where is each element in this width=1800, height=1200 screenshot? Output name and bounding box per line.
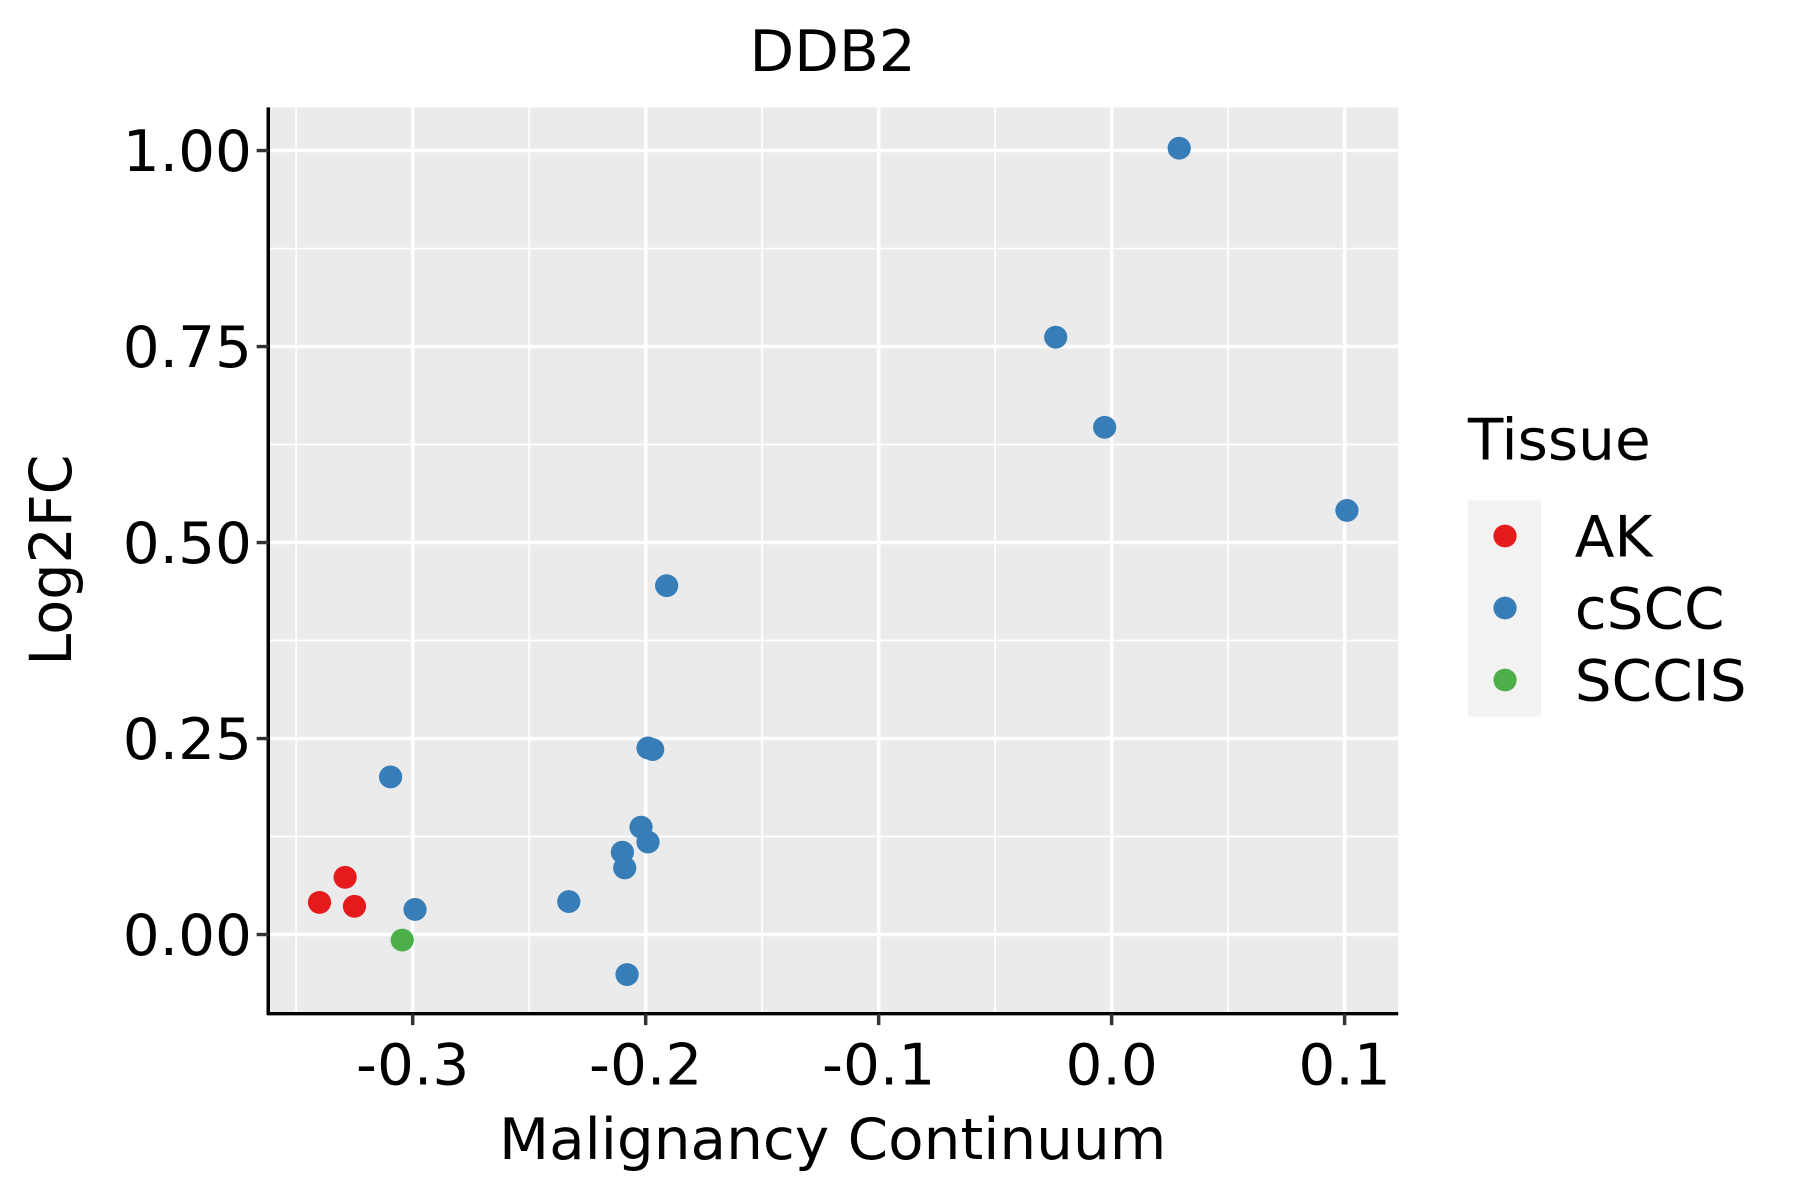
data-point-ak	[333, 865, 357, 889]
y-ticks: 0.00 0.25 0.50 0.75 1.00	[123, 119, 269, 969]
data-point-cscc	[378, 765, 403, 789]
legend-key-ak	[1493, 524, 1517, 548]
plot-panel	[268, 107, 1399, 1014]
chart-title: DDB2	[750, 18, 916, 84]
x-tick-label: -0.1	[822, 1032, 935, 1098]
x-ticks: -0.3 -0.2 -0.1 0.0 0.1	[356, 1013, 1391, 1098]
data-point-cscc	[1093, 415, 1117, 439]
data-point-cscc	[1044, 325, 1068, 349]
data-point-cscc	[636, 830, 660, 854]
gridlines	[268, 107, 1399, 1014]
x-tick-label: 0.0	[1065, 1032, 1157, 1098]
data-point-cscc	[655, 574, 679, 598]
y-tick-label: 0.25	[123, 707, 252, 773]
data-point-cscc	[557, 890, 581, 914]
x-tick-label: 0.1	[1298, 1032, 1390, 1098]
legend-label-cscc: cSCC	[1575, 576, 1725, 642]
data-point-cscc	[1335, 498, 1359, 522]
data-point-sccis	[390, 928, 414, 952]
data-point-ak	[307, 890, 332, 914]
legend-label-sccis: SCCIS	[1575, 648, 1747, 714]
data-point-cscc	[403, 898, 427, 921]
data-point-cscc	[641, 738, 665, 761]
legend-label-ak: AK	[1575, 504, 1654, 570]
y-tick-label: 0.00	[123, 903, 252, 969]
data-point-cscc	[613, 856, 637, 880]
legend-key-cscc	[1493, 596, 1517, 620]
y-tick-label: 0.75	[123, 315, 252, 381]
x-tick-label: -0.2	[589, 1032, 702, 1098]
x-axis-label: Malignancy Continuum	[499, 1106, 1166, 1172]
data-point-cscc	[615, 963, 639, 986]
legend-key-sccis	[1493, 668, 1517, 692]
data-point-cscc	[1167, 136, 1191, 160]
y-tick-label: 0.50	[123, 511, 252, 577]
data-points	[307, 136, 1359, 986]
x-tick-label: -0.3	[356, 1032, 469, 1098]
data-point-ak	[342, 894, 367, 918]
legend-title: Tissue	[1467, 407, 1651, 473]
y-tick-label: 1.00	[123, 119, 252, 185]
y-axis-label: Log2FC	[17, 454, 85, 665]
